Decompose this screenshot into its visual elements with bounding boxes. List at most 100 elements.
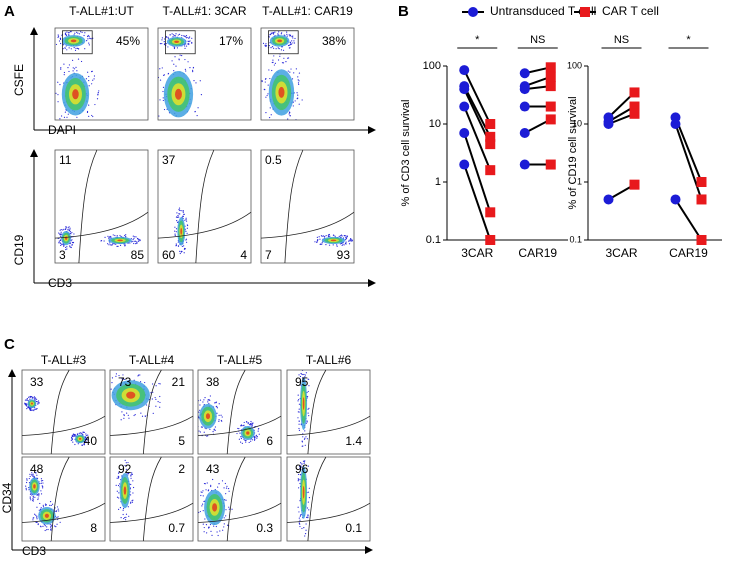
event-dot bbox=[39, 502, 41, 505]
event-dot bbox=[298, 487, 300, 489]
event-dot bbox=[273, 64, 275, 66]
event-dot bbox=[125, 468, 127, 470]
panel-label: A bbox=[4, 3, 15, 20]
event-dot bbox=[302, 445, 304, 447]
event-dot bbox=[155, 385, 157, 387]
event-dot bbox=[73, 68, 76, 70]
flow-plot bbox=[57, 226, 141, 251]
event-dot bbox=[72, 67, 74, 69]
significance: NS bbox=[530, 34, 545, 46]
event-dot bbox=[287, 44, 290, 47]
event-dot bbox=[298, 427, 300, 430]
event-dot bbox=[72, 441, 74, 443]
event-dot bbox=[292, 42, 294, 44]
event-dot bbox=[299, 462, 302, 464]
gate bbox=[165, 30, 196, 55]
point bbox=[670, 119, 681, 129]
event-dot bbox=[179, 209, 181, 212]
event-dot bbox=[161, 42, 163, 45]
event-dot bbox=[31, 472, 33, 474]
event-dot bbox=[70, 439, 72, 441]
event-dot bbox=[301, 99, 303, 101]
event-dot bbox=[298, 429, 301, 431]
event-dot bbox=[55, 525, 57, 528]
event-dot bbox=[65, 45, 67, 47]
event-dot bbox=[241, 425, 243, 427]
event-dot bbox=[155, 398, 157, 401]
pair-line bbox=[463, 69, 492, 125]
flow-plot bbox=[55, 30, 100, 120]
event-dot bbox=[31, 409, 33, 411]
event-dot bbox=[36, 506, 38, 508]
event-dot bbox=[271, 46, 274, 48]
event-dot bbox=[223, 499, 226, 501]
event-dot bbox=[198, 430, 200, 432]
density bbox=[70, 39, 77, 43]
event-dot bbox=[217, 534, 219, 537]
event-dot bbox=[308, 407, 310, 409]
event-dot bbox=[298, 83, 300, 85]
event-dot bbox=[59, 38, 62, 41]
event-dot bbox=[85, 441, 87, 443]
event-dot bbox=[124, 459, 126, 461]
event-dot bbox=[299, 466, 301, 468]
event-dot bbox=[161, 67, 163, 69]
event-dot bbox=[162, 86, 165, 88]
event-dot bbox=[96, 98, 99, 100]
event-dot bbox=[298, 374, 300, 376]
event-dot bbox=[175, 216, 178, 218]
event-dot bbox=[298, 398, 300, 401]
event-dot bbox=[26, 479, 28, 481]
event-dot bbox=[112, 243, 114, 245]
event-dot bbox=[158, 115, 160, 117]
event-dot bbox=[137, 375, 139, 377]
event-dot bbox=[40, 482, 42, 484]
event-dot bbox=[297, 473, 300, 476]
event-dot bbox=[201, 426, 203, 428]
event-dot bbox=[172, 34, 175, 36]
event-dot bbox=[258, 428, 260, 430]
event-dot bbox=[181, 34, 183, 37]
event-dot bbox=[65, 34, 68, 36]
event-dot bbox=[115, 484, 117, 486]
event-dot bbox=[137, 239, 140, 241]
point bbox=[629, 179, 640, 190]
event-dot bbox=[201, 505, 203, 507]
event-dot bbox=[281, 62, 284, 64]
event-dot bbox=[60, 239, 62, 241]
event-dot bbox=[189, 67, 191, 69]
event-dot bbox=[167, 36, 169, 38]
event-dot bbox=[299, 514, 302, 516]
event-dot bbox=[298, 479, 300, 481]
quadrant-value: 95 bbox=[295, 375, 309, 389]
event-dot bbox=[63, 71, 66, 74]
event-dot bbox=[35, 398, 38, 400]
event-dot bbox=[119, 234, 121, 237]
event-dot bbox=[78, 33, 81, 35]
density bbox=[123, 486, 127, 495]
event-dot bbox=[138, 374, 140, 376]
gate bbox=[226, 456, 246, 542]
flow-plot bbox=[24, 395, 89, 446]
event-dot bbox=[290, 68, 292, 70]
event-dot bbox=[51, 524, 53, 526]
event-dot bbox=[115, 375, 117, 377]
event-dot bbox=[140, 412, 142, 414]
event-dot bbox=[70, 240, 72, 242]
event-dot bbox=[298, 423, 300, 425]
event-dot bbox=[307, 408, 309, 410]
event-dot bbox=[66, 248, 68, 250]
event-dot bbox=[248, 441, 250, 444]
quadrant-value: 7 bbox=[265, 248, 272, 262]
density bbox=[174, 88, 182, 100]
density bbox=[246, 431, 250, 435]
event-dot bbox=[26, 481, 28, 484]
event-dot bbox=[213, 429, 215, 431]
event-dot bbox=[141, 415, 144, 417]
event-dot bbox=[159, 79, 162, 81]
event-dot bbox=[66, 246, 68, 248]
quadrant-value: 85 bbox=[131, 248, 145, 262]
event-dot bbox=[67, 67, 69, 69]
event-dot bbox=[26, 407, 28, 410]
event-dot bbox=[116, 496, 119, 498]
